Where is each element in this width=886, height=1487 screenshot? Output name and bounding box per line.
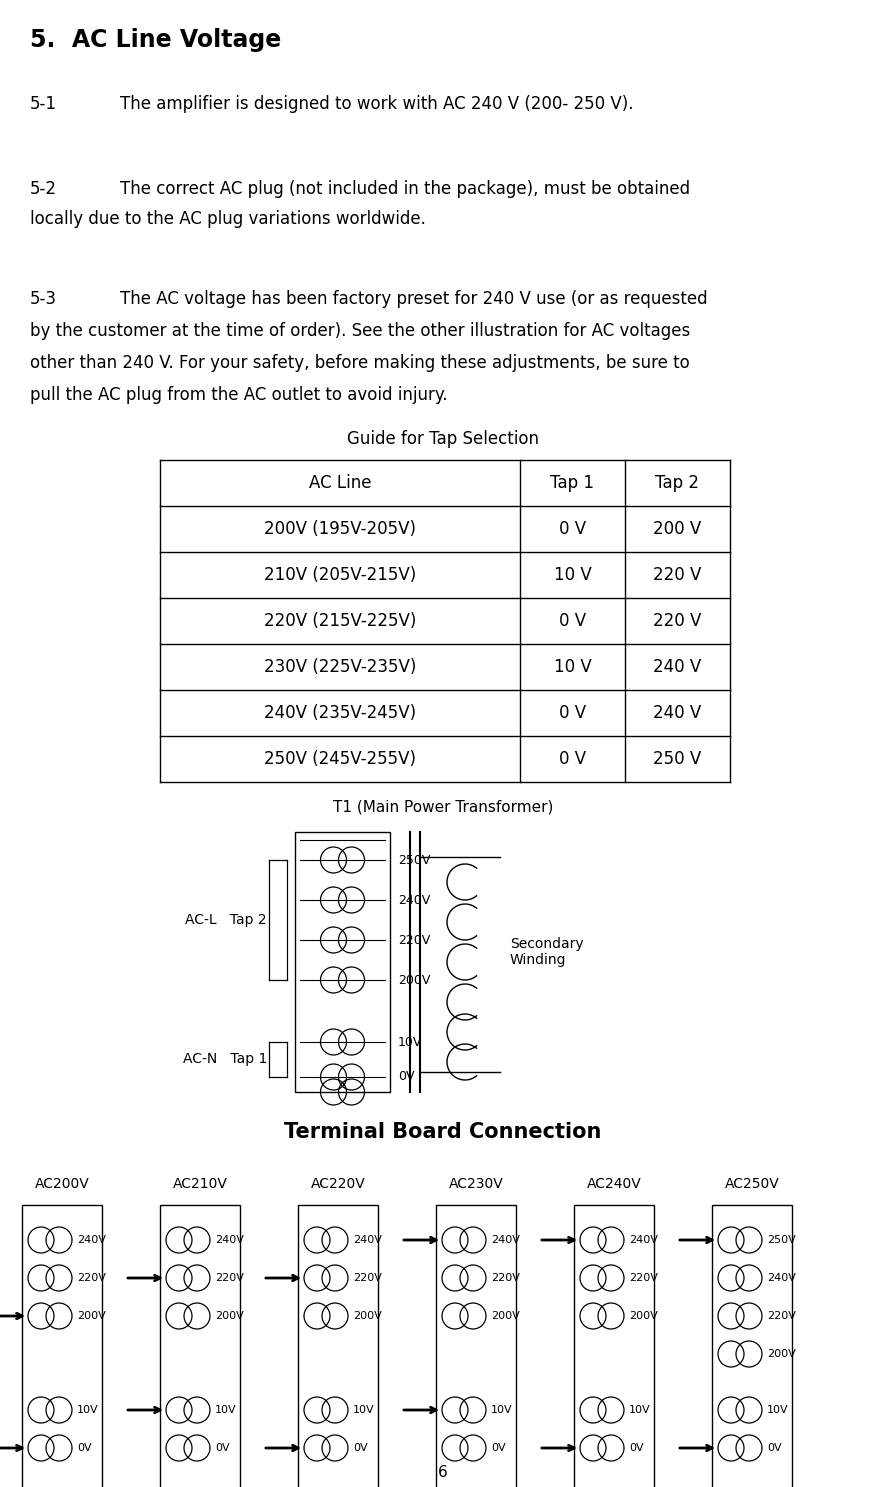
Text: 240V (235V-245V): 240V (235V-245V) bbox=[264, 703, 416, 723]
Text: Secondary
Winding: Secondary Winding bbox=[509, 937, 583, 967]
Text: 200V: 200V bbox=[214, 1312, 244, 1320]
Text: 200V: 200V bbox=[766, 1349, 795, 1359]
Text: 200V: 200V bbox=[491, 1312, 519, 1320]
Text: 240V: 240V bbox=[353, 1236, 382, 1245]
Text: 250V (245V-255V): 250V (245V-255V) bbox=[264, 749, 416, 767]
Text: locally due to the AC plug variations worldwide.: locally due to the AC plug variations wo… bbox=[30, 210, 425, 228]
Text: AC200V: AC200V bbox=[35, 1178, 89, 1191]
Text: AC210V: AC210V bbox=[173, 1178, 227, 1191]
Text: Tap 1: Tap 1 bbox=[550, 474, 594, 492]
Text: 250V: 250V bbox=[398, 854, 430, 867]
Text: 200 V: 200 V bbox=[653, 520, 701, 538]
Text: 240 V: 240 V bbox=[653, 703, 701, 723]
Text: 0V: 0V bbox=[214, 1442, 229, 1453]
Text: 240V: 240V bbox=[398, 894, 430, 907]
Text: 10 V: 10 V bbox=[553, 659, 591, 677]
Text: 0 V: 0 V bbox=[558, 703, 586, 723]
Text: AC240V: AC240V bbox=[586, 1178, 641, 1191]
Text: 0 V: 0 V bbox=[558, 749, 586, 767]
Text: 220V: 220V bbox=[628, 1273, 657, 1283]
Text: 10V: 10V bbox=[353, 1405, 374, 1416]
Text: AC-N   Tap 1: AC-N Tap 1 bbox=[183, 1053, 267, 1066]
Text: 240V: 240V bbox=[77, 1236, 105, 1245]
Text: T1 (Main Power Transformer): T1 (Main Power Transformer) bbox=[332, 800, 553, 815]
Text: 5-2: 5-2 bbox=[30, 180, 57, 198]
Text: 220 V: 220 V bbox=[653, 613, 701, 630]
Text: 220V: 220V bbox=[766, 1312, 795, 1320]
Text: 250 V: 250 V bbox=[653, 749, 701, 767]
Text: 0 V: 0 V bbox=[558, 520, 586, 538]
Text: 10V: 10V bbox=[766, 1405, 788, 1416]
Text: 10V: 10V bbox=[214, 1405, 237, 1416]
Text: 5-3: 5-3 bbox=[30, 290, 57, 308]
Text: 0V: 0V bbox=[766, 1442, 781, 1453]
Bar bbox=[22, 1204, 102, 1487]
Text: other than 240 V. For your safety, before making these adjustments, be sure to: other than 240 V. For your safety, befor… bbox=[30, 354, 689, 372]
Text: 220V: 220V bbox=[214, 1273, 244, 1283]
Bar bbox=[711, 1204, 791, 1487]
Bar bbox=[298, 1204, 377, 1487]
Text: 0V: 0V bbox=[398, 1071, 414, 1084]
Bar bbox=[573, 1204, 653, 1487]
Text: 240 V: 240 V bbox=[653, 659, 701, 677]
Text: The correct AC plug (not included in the package), must be obtained: The correct AC plug (not included in the… bbox=[120, 180, 689, 198]
Text: 10V: 10V bbox=[77, 1405, 98, 1416]
Text: AC230V: AC230V bbox=[448, 1178, 503, 1191]
Text: by the customer at the time of order). See the other illustration for AC voltage: by the customer at the time of order). S… bbox=[30, 323, 689, 341]
Text: 5.  AC Line Voltage: 5. AC Line Voltage bbox=[30, 28, 281, 52]
Text: 200V (195V-205V): 200V (195V-205V) bbox=[264, 520, 416, 538]
Text: 240V: 240V bbox=[628, 1236, 657, 1245]
Text: 0V: 0V bbox=[353, 1442, 367, 1453]
Text: 0V: 0V bbox=[77, 1442, 91, 1453]
Text: 220V: 220V bbox=[491, 1273, 519, 1283]
Text: 0 V: 0 V bbox=[558, 613, 586, 630]
Text: 240V: 240V bbox=[491, 1236, 519, 1245]
Text: 200V: 200V bbox=[353, 1312, 381, 1320]
Text: 220V: 220V bbox=[77, 1273, 105, 1283]
Bar bbox=[436, 1204, 516, 1487]
Text: AC250V: AC250V bbox=[724, 1178, 779, 1191]
Text: AC Line: AC Line bbox=[308, 474, 371, 492]
Text: 220V: 220V bbox=[398, 934, 430, 947]
Text: AC-L   Tap 2: AC-L Tap 2 bbox=[185, 913, 267, 926]
Text: 5-1: 5-1 bbox=[30, 95, 57, 113]
Text: The amplifier is designed to work with AC 240 V (200- 250 V).: The amplifier is designed to work with A… bbox=[120, 95, 633, 113]
Text: pull the AC plug from the AC outlet to avoid injury.: pull the AC plug from the AC outlet to a… bbox=[30, 387, 447, 404]
Bar bbox=[295, 833, 390, 1091]
Text: 10V: 10V bbox=[398, 1035, 422, 1048]
Text: 200V: 200V bbox=[398, 974, 430, 986]
Text: 220V: 220V bbox=[353, 1273, 382, 1283]
Text: Terminal Board Connection: Terminal Board Connection bbox=[284, 1123, 601, 1142]
Text: 250V: 250V bbox=[766, 1236, 795, 1245]
Text: 10 V: 10 V bbox=[553, 567, 591, 584]
Text: 10V: 10V bbox=[491, 1405, 512, 1416]
Bar bbox=[159, 1204, 240, 1487]
Text: Guide for Tap Selection: Guide for Tap Selection bbox=[346, 430, 539, 448]
Text: 230V (225V-235V): 230V (225V-235V) bbox=[263, 659, 416, 677]
Text: The AC voltage has been factory preset for 240 V use (or as requested: The AC voltage has been factory preset f… bbox=[120, 290, 707, 308]
Text: 240V: 240V bbox=[214, 1236, 244, 1245]
Text: 220 V: 220 V bbox=[653, 567, 701, 584]
Text: 200V: 200V bbox=[628, 1312, 657, 1320]
Text: 0V: 0V bbox=[491, 1442, 505, 1453]
Text: 10V: 10V bbox=[628, 1405, 650, 1416]
Text: 210V (205V-215V): 210V (205V-215V) bbox=[263, 567, 416, 584]
Text: Tap 2: Tap 2 bbox=[655, 474, 699, 492]
Text: 200V: 200V bbox=[77, 1312, 105, 1320]
Text: 240V: 240V bbox=[766, 1273, 795, 1283]
Text: 0V: 0V bbox=[628, 1442, 643, 1453]
Text: AC220V: AC220V bbox=[310, 1178, 365, 1191]
Text: 6: 6 bbox=[438, 1465, 447, 1480]
Text: 220V (215V-225V): 220V (215V-225V) bbox=[263, 613, 416, 630]
